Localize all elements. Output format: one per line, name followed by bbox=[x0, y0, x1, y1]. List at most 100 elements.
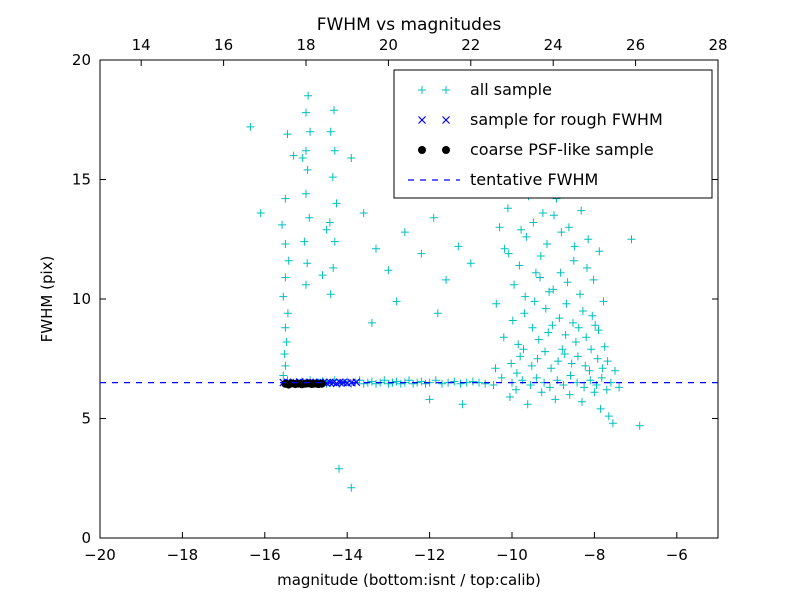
x-axis-label: magnitude (bottom:isnt / top:calib) bbox=[277, 571, 541, 589]
scatter-point bbox=[425, 395, 434, 404]
y-tick-label: 10 bbox=[72, 290, 91, 308]
legend-label: coarse PSF-like sample bbox=[470, 140, 654, 159]
scatter-point bbox=[246, 122, 255, 131]
x-tick-label-top: 28 bbox=[708, 36, 727, 54]
scatter-point bbox=[359, 209, 368, 217]
scatter-point bbox=[429, 213, 438, 222]
scatter-point bbox=[536, 252, 545, 260]
scatter-point bbox=[530, 297, 539, 306]
scatter-point bbox=[597, 373, 606, 382]
scatter-point bbox=[367, 377, 376, 386]
scatter-point bbox=[550, 211, 558, 220]
scatter-point bbox=[538, 209, 547, 217]
scatter-point bbox=[598, 364, 607, 373]
scatter-point bbox=[306, 127, 315, 136]
scatter-point bbox=[405, 376, 413, 385]
legend-label: sample for rough FWHM bbox=[470, 110, 663, 129]
y-axis-label: FWHM (pix) bbox=[38, 256, 56, 343]
scatter-point bbox=[281, 194, 290, 203]
scatter-point bbox=[504, 249, 513, 258]
scatter-point bbox=[576, 290, 584, 299]
scatter-point bbox=[556, 268, 565, 277]
x-tick-label-bottom: −16 bbox=[249, 546, 281, 564]
x-tick-label-bottom: −20 bbox=[84, 546, 116, 564]
scatter-point bbox=[384, 379, 393, 388]
scatter-point bbox=[347, 483, 356, 492]
scatter-point bbox=[347, 154, 356, 162]
x-tick-label-bottom: −6 bbox=[666, 546, 688, 564]
scatter-point bbox=[541, 304, 550, 313]
scatter-point bbox=[278, 220, 287, 229]
plot-points bbox=[100, 91, 718, 492]
scatter-point bbox=[548, 321, 557, 330]
scatter-point bbox=[332, 199, 341, 208]
scatter-point bbox=[367, 318, 376, 327]
scatter-point bbox=[521, 292, 530, 301]
scatter-point bbox=[372, 244, 380, 253]
scatter-point bbox=[302, 189, 310, 198]
scatter-point bbox=[596, 404, 605, 413]
scatter-point bbox=[281, 240, 290, 248]
scatter-point bbox=[497, 373, 506, 382]
scatter-point bbox=[450, 377, 459, 386]
legend-label: tentative FWHM bbox=[470, 170, 598, 189]
scatter-point bbox=[495, 223, 504, 232]
y-tick-label: 0 bbox=[81, 529, 91, 547]
scatter-point bbox=[564, 223, 573, 232]
scatter-point bbox=[526, 381, 535, 389]
scatter-point bbox=[458, 400, 467, 409]
scatter-point bbox=[417, 249, 426, 258]
scatter-point bbox=[359, 379, 368, 388]
scatter-point bbox=[515, 261, 524, 270]
legend-marker bbox=[442, 86, 450, 94]
scatter-point bbox=[283, 130, 292, 139]
scatter-point bbox=[499, 333, 508, 342]
scatter-point bbox=[330, 146, 339, 155]
scatter-point bbox=[527, 361, 536, 370]
scatter-point bbox=[456, 379, 465, 388]
scatter-point bbox=[604, 412, 613, 421]
scatter-point bbox=[280, 350, 289, 358]
scatter-point bbox=[560, 350, 569, 358]
scatter-point bbox=[615, 383, 624, 392]
scatter-point bbox=[500, 244, 509, 253]
scatter-point bbox=[433, 309, 442, 318]
scatter-point bbox=[544, 328, 553, 337]
scatter-point bbox=[578, 307, 587, 315]
scatter-point bbox=[256, 209, 265, 217]
scatter-point bbox=[489, 381, 498, 389]
scatter-point bbox=[329, 263, 338, 272]
scatter-point bbox=[281, 273, 290, 282]
scatter-point bbox=[602, 385, 611, 394]
scatter-point bbox=[563, 278, 572, 287]
legend: all sample sample for rough FWHM coarse PS… bbox=[393, 69, 713, 199]
x-tick-label-top: 20 bbox=[379, 36, 398, 54]
scatter-point bbox=[505, 393, 514, 401]
scatter-point bbox=[595, 247, 604, 256]
scatter-point bbox=[587, 345, 596, 354]
scatter-point bbox=[431, 376, 440, 385]
scatter-point bbox=[510, 280, 519, 289]
scatter-point bbox=[318, 271, 327, 280]
legend-marker bbox=[418, 116, 426, 124]
legend-marker bbox=[442, 116, 450, 124]
scatter-point bbox=[627, 235, 636, 244]
chart-title: FWHM vs magnitudes bbox=[317, 15, 502, 35]
scatter-point bbox=[584, 235, 593, 244]
scatter-point bbox=[335, 378, 344, 387]
x-tick-label-bottom: −18 bbox=[167, 546, 199, 564]
scatter-point bbox=[380, 376, 389, 385]
scatter-point bbox=[545, 383, 554, 392]
scatter-point bbox=[325, 218, 334, 227]
scatter-point bbox=[569, 256, 578, 265]
scatter-point bbox=[603, 357, 612, 366]
scatter-point bbox=[508, 316, 517, 325]
x-tick-label-top: 14 bbox=[132, 36, 151, 54]
scatter-point bbox=[281, 323, 290, 332]
scatter-point bbox=[326, 127, 335, 136]
scatter-point bbox=[522, 232, 531, 241]
x-tick-label-top: 18 bbox=[296, 36, 315, 54]
scatter-point bbox=[304, 91, 313, 100]
scatter-point bbox=[635, 421, 644, 430]
scatter-point bbox=[573, 378, 582, 387]
